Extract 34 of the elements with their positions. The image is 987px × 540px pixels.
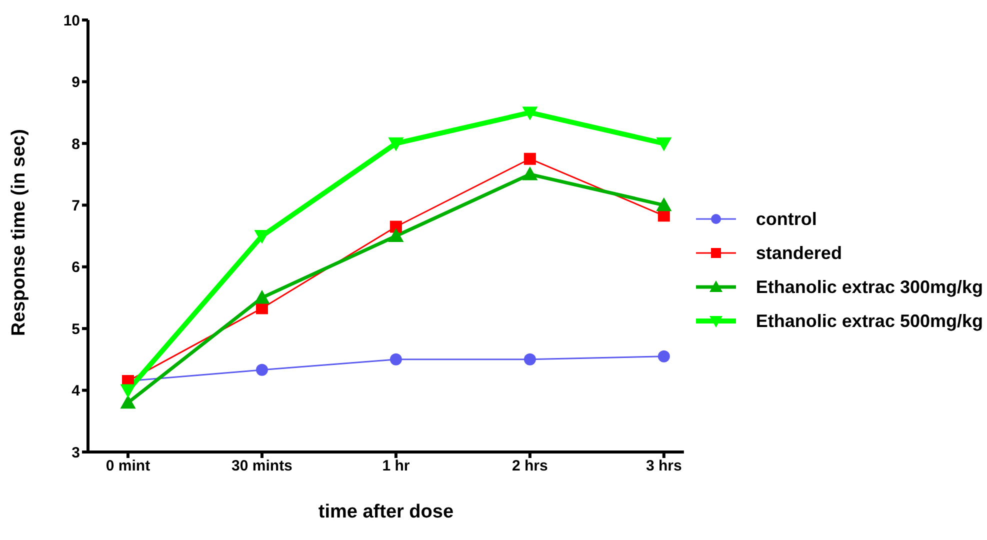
point (658, 350, 670, 362)
x-tick-label: 30 mints (232, 458, 292, 475)
point (254, 290, 270, 304)
point (656, 197, 672, 212)
point (388, 228, 404, 242)
legend-label: Ethanolic extrac 500mg/kg (756, 310, 983, 332)
legend-label: control (756, 208, 817, 230)
point (120, 394, 136, 409)
point (522, 106, 538, 120)
y-axis-title: Response time (in sec) (8, 129, 30, 336)
x-tick-label: 2 hrs (512, 458, 548, 475)
y-tick-label: 4 (72, 382, 81, 400)
y-tick-label: 9 (72, 74, 80, 92)
x-axis-title: time after dose (318, 501, 454, 522)
point (524, 353, 536, 366)
y-tick-label: 5 (72, 320, 80, 338)
point (656, 137, 672, 152)
y-tick-label: 7 (72, 197, 80, 214)
legend-label: Ethanolic extrac 300mg/kg (756, 276, 983, 298)
point (524, 152, 536, 165)
y-tick-label: 3 (72, 444, 80, 462)
point (390, 220, 402, 233)
y-tick-label: 8 (72, 136, 80, 153)
point (522, 166, 538, 180)
point (388, 137, 404, 152)
y-tick-label: 6 (72, 259, 80, 276)
y-tick-label: 10 (63, 12, 80, 30)
point (120, 384, 136, 398)
point (256, 364, 268, 376)
x-tick-label: 0 mint (106, 458, 150, 475)
x-tick-label: 3 hrs (646, 458, 682, 475)
legend-label: standered (756, 242, 842, 264)
point (390, 353, 402, 366)
x-tick-label: 1 hr (382, 458, 410, 475)
